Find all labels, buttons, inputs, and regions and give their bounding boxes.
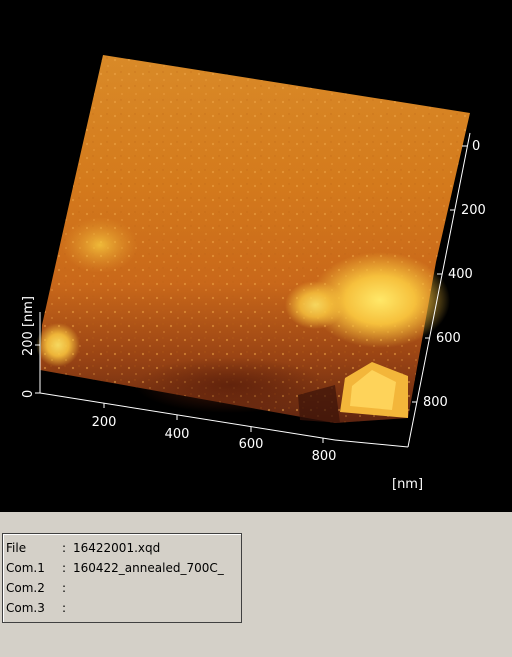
info-label: Com.3 bbox=[6, 601, 45, 615]
y-tick-label: 600 bbox=[436, 331, 461, 346]
x-tick-label: 600 bbox=[239, 437, 264, 452]
info-label: Com.1 bbox=[6, 561, 45, 575]
y-axis-unit: [nm] bbox=[392, 477, 423, 492]
info-colon: : bbox=[62, 581, 67, 595]
y-tick-label: 200 bbox=[461, 203, 486, 218]
z-tick-label: 0 bbox=[21, 390, 36, 398]
info-colon: : bbox=[62, 601, 67, 615]
file-info-box: File : 16422001.xqd Com.1 : 160422_annea… bbox=[2, 533, 242, 623]
y-tick-label: 0 bbox=[472, 139, 480, 154]
y-tick-label: 800 bbox=[423, 395, 448, 410]
info-label: File bbox=[6, 541, 27, 555]
info-value: 160422_annealed_700C_ bbox=[73, 561, 224, 575]
x-tick-label: 400 bbox=[165, 427, 190, 442]
tick-marks bbox=[35, 145, 467, 443]
afm-3d-viewport[interactable]: 200 400 600 800 0 200 400 600 800 [nm] 0… bbox=[0, 0, 512, 512]
x-tick-label: 800 bbox=[312, 449, 337, 464]
afm-surface bbox=[36, 55, 470, 423]
info-label: Com.2 bbox=[6, 581, 45, 595]
x-tick-label: 200 bbox=[92, 415, 117, 430]
info-colon: : bbox=[62, 541, 67, 555]
axis-lines bbox=[39, 132, 471, 448]
afm-surface-plot: 200 400 600 800 0 200 400 600 800 [nm] 0… bbox=[21, 55, 486, 492]
y-tick-label: 400 bbox=[448, 267, 473, 282]
z-axis-label: 200 [nm] bbox=[21, 296, 36, 356]
info-panel: File : 16422001.xqd Com.1 : 160422_annea… bbox=[0, 512, 512, 657]
info-value: 16422001.xqd bbox=[73, 541, 161, 555]
info-colon: : bbox=[62, 561, 67, 575]
